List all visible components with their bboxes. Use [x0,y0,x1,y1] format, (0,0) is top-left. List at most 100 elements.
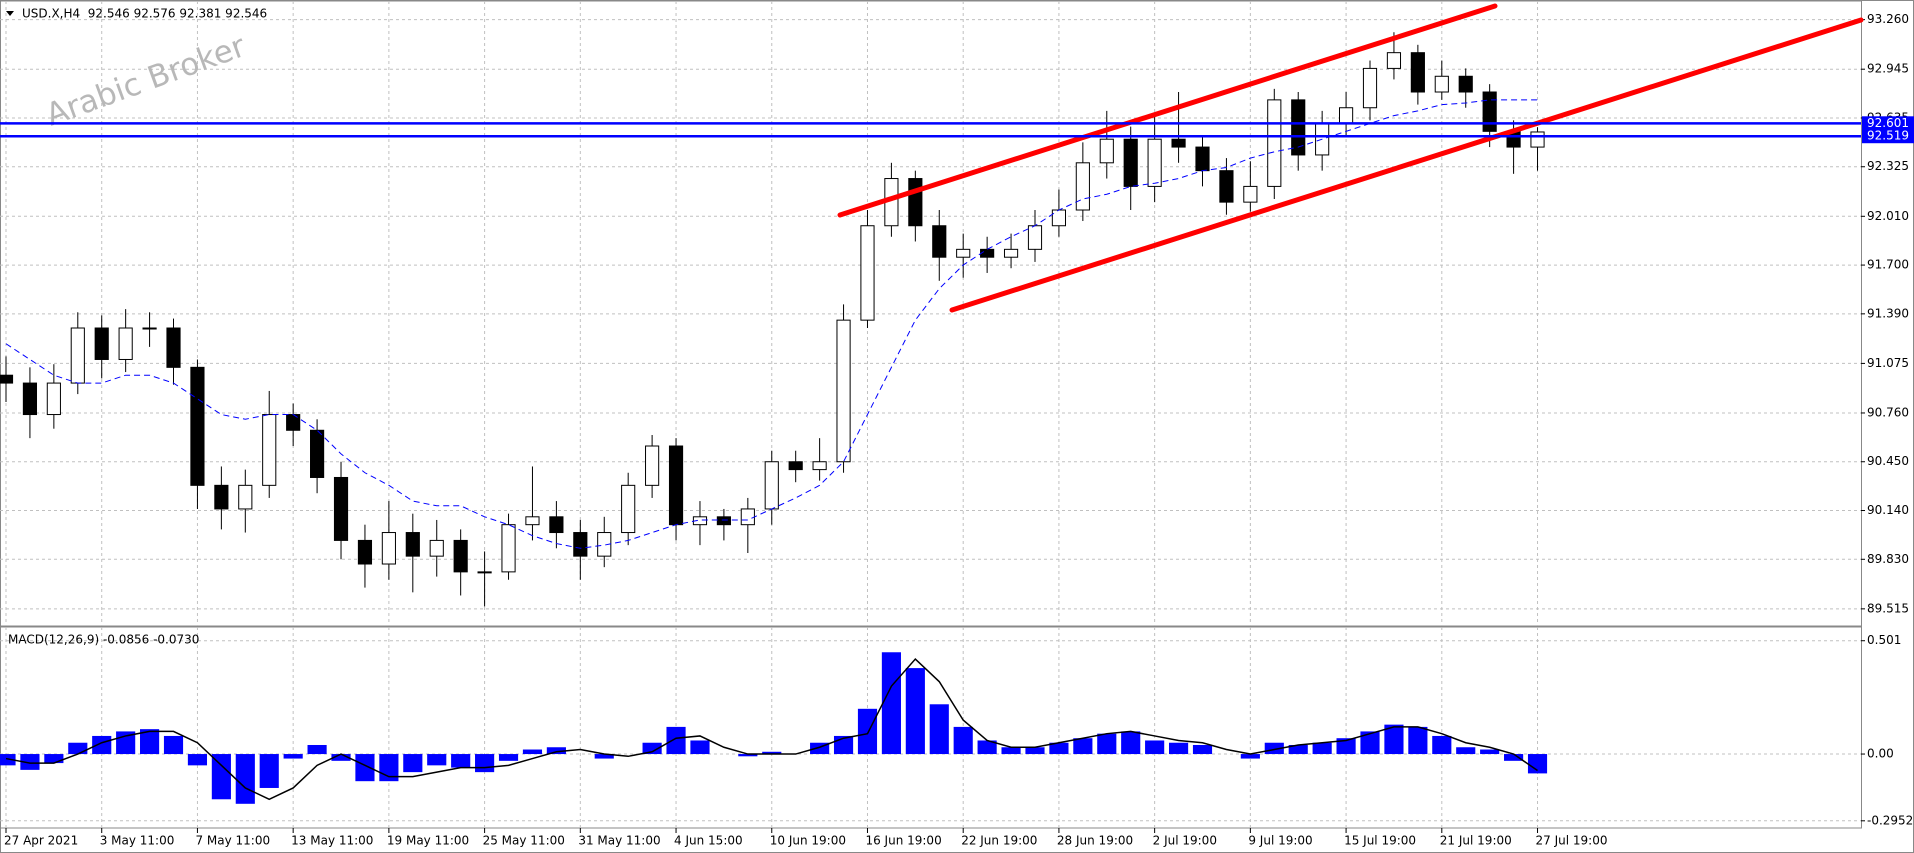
macd-bar [1312,742,1332,755]
macd-bar [307,744,327,755]
candle-body [764,461,779,510]
level-label: 92.601 [1867,116,1909,130]
candle-body [94,327,109,360]
macd-bar [929,704,949,755]
macd-bar [140,729,160,755]
macd-bar [283,754,303,759]
candle-body [190,366,205,486]
macd-bar [211,754,231,800]
macd-bar [451,754,471,768]
candle-body [716,516,731,526]
x-tick-label: 27 Apr 2021 [4,834,78,848]
candle-body [166,327,181,368]
macd-bar [522,749,543,755]
macd-bar [642,742,662,755]
candle-body [262,414,277,486]
candle-body [429,539,444,557]
candle-body [333,476,349,541]
trendlines [837,3,1864,313]
macd-bar [1336,738,1356,755]
candle-body [118,327,133,360]
x-tick-label: 9 Jul 19:00 [1248,834,1312,848]
candle-body [22,382,38,416]
candle-body [501,524,516,573]
macd-bar [1097,733,1117,755]
macd-bar [1001,747,1021,755]
macd-bar [810,742,830,755]
x-tick-label: 21 Jul 19:00 [1440,834,1512,848]
candle-body [740,508,755,526]
macd-bar [1264,742,1284,755]
x-tick-label: 19 May 11:00 [387,834,469,848]
candle-body [1075,162,1090,211]
panel-border [0,626,1862,829]
moving-average [5,99,1538,549]
y-tick-label: 89.515 [1867,601,1909,615]
y-tick-label: 90.140 [1867,503,1909,517]
y-tick-label: -0.2952 [1867,813,1913,827]
candle-body [1099,138,1114,164]
macd-bar [20,754,40,770]
macd-bar [1456,747,1476,755]
candle-body [860,225,875,321]
y-tick-label: 89.830 [1867,552,1909,566]
macd-bar [594,754,614,759]
candle-body [286,414,301,431]
candle-body [525,516,540,526]
candle-body [1147,138,1162,187]
macd-bar [68,742,88,755]
candle-body [477,571,492,574]
macd-bar [331,754,351,761]
macd-bar [905,668,925,755]
candle-body [1434,75,1449,93]
x-tick-label: 7 May 11:00 [195,834,270,848]
macd-bar [953,726,973,755]
macd-bar [0,754,16,766]
candle-body [1003,248,1019,258]
macd-bar [546,747,566,755]
symbol-menu-arrow [6,11,14,16]
macd-bar [259,754,279,788]
candle-body [1458,75,1473,93]
x-tick-label: 3 May 11:00 [100,834,175,848]
x-tick-label: 4 Jun 15:00 [674,834,743,848]
macd-bar [1049,742,1069,755]
macd-bar [1480,749,1500,755]
candle-body [1219,170,1234,203]
y-tick-label: 91.390 [1867,306,1909,320]
x-tick-label: 31 May 11:00 [578,834,660,848]
candle-body [1530,131,1545,148]
macd-bar [1240,754,1260,759]
macd-bar [187,754,208,766]
channel-lower [949,17,1864,313]
y-tick-label: 90.450 [1867,454,1909,468]
macd-bar [235,754,255,804]
macd-bar [1360,731,1380,755]
macd-bar [403,754,423,773]
candle-body [142,327,157,330]
macd-bar [498,754,519,761]
candle-body [836,319,851,463]
macd-bar [475,754,495,773]
candle-body [214,484,229,510]
panel-title: MACD(12,26,9) -0.0856 -0.0730 [8,633,199,647]
candle-body [1027,225,1043,250]
signal-line [5,657,1538,801]
y-tick-label: 0.00 [1867,747,1894,761]
macd-bar [1504,754,1524,761]
macd-bar [355,754,375,782]
candle-body [932,225,947,258]
macd-bar [738,754,758,757]
candle-body [1123,138,1138,187]
macd-bar [1025,747,1045,755]
y-tick-label: 92.945 [1867,62,1909,76]
macd-bar [857,708,878,755]
candle-body [70,327,85,384]
y-tick-label: 93.260 [1867,12,1909,26]
channel-upper [837,3,1498,218]
macd-bar [163,735,184,755]
candle-body [645,445,660,486]
candle-body [1243,185,1258,203]
candle-body [956,248,971,258]
